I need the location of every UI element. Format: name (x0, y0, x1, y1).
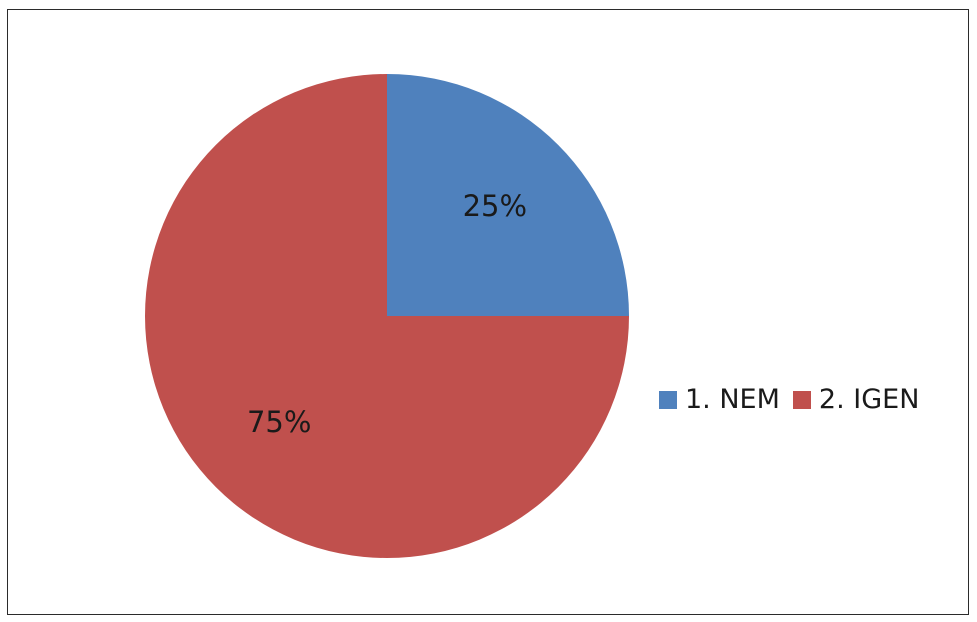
pie-slice-1 (145, 74, 629, 558)
legend-swatch-igen (792, 390, 811, 409)
pie-data-labels: 25% 75% (247, 189, 527, 439)
pie-data-label-0: 25% (463, 189, 527, 223)
legend-swatch-nem (659, 390, 677, 409)
pie-slices (145, 74, 629, 558)
legend-item-nem: 1. NEM (659, 384, 780, 415)
legend-label-igen: 2. IGEN (818, 384, 920, 415)
pie-data-label-1: 75% (247, 405, 311, 439)
legend: 1. NEM 2. IGEN (659, 384, 932, 415)
legend-item-igen: 2. IGEN (792, 384, 920, 415)
legend-label-nem: 1. NEM (685, 384, 780, 415)
pie-slice-0 (387, 74, 629, 316)
